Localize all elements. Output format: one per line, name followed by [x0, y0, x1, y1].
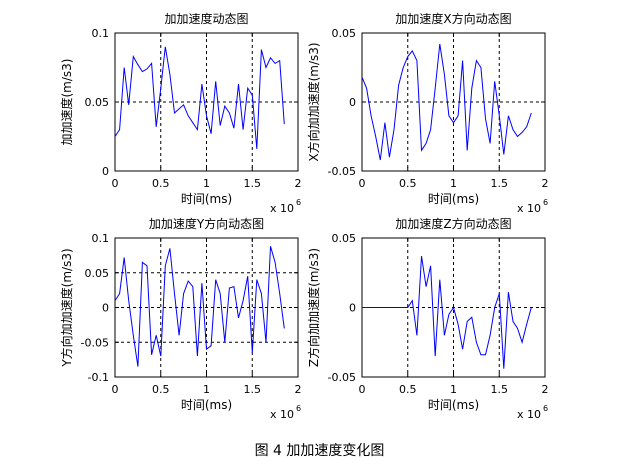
y-tick-label: 0: [102, 165, 109, 178]
y-tick-label: 0.05: [85, 267, 110, 280]
x-tick-label: 0: [112, 177, 119, 190]
series-line: [114, 246, 285, 367]
y-tick-label: 0.1: [92, 27, 110, 40]
y-tick-label: 0.05: [85, 96, 110, 109]
x-axis-label: 时间(ms): [428, 192, 479, 206]
x-tick-label: 1: [203, 383, 210, 396]
chart-title: 加加速度动态图: [164, 11, 248, 26]
x-tick-label: 0.5: [152, 177, 170, 190]
chart-title: 加加速度Z方向动态图: [395, 216, 511, 231]
y-tick-label: 0: [349, 302, 356, 315]
x-tick-label: 0: [359, 383, 366, 396]
figure-caption: 图 4 加加速度变化图: [254, 443, 385, 459]
chart-title: 加加速度Y方向动态图: [149, 216, 264, 231]
y-axis-label: Z方向加加速度(m/s3): [306, 248, 321, 367]
x-tick-label: 0: [112, 383, 119, 396]
y-tick-label: -0.1: [88, 371, 109, 384]
y-axis-label: 加加速度(m/s3): [59, 59, 74, 146]
x-tick-label: 1.5: [244, 383, 262, 396]
series-line: [114, 46, 285, 149]
y-tick-label: -0.05: [328, 165, 356, 178]
y-tick-label: -0.05: [328, 371, 356, 384]
x-tick-label: 1: [450, 177, 457, 190]
x-tick-label: 1: [203, 177, 210, 190]
x-tick-label: 0.5: [399, 177, 417, 190]
x-tick-label: 1.5: [244, 177, 262, 190]
x-tick-label: 1: [450, 383, 457, 396]
x-tick-label: 1.5: [491, 383, 509, 396]
x-tick-label: 2: [542, 383, 549, 396]
x-axis-multiplier-exponent: 6: [543, 198, 548, 207]
x-axis-multiplier-exponent: 6: [296, 404, 301, 413]
y-tick-label: 0.1: [92, 232, 110, 245]
x-axis-label: 时间(ms): [181, 398, 232, 412]
x-tick-label: 2: [295, 383, 302, 396]
y-tick-label: 0.05: [332, 27, 357, 40]
subplot-3: 0 0.5 1 1.5 2 -0.1 -0.05 0 0.05 0.1 加加速度Y方向动态图时间(m…: [59, 216, 302, 421]
series-line: [362, 256, 532, 369]
x-axis-multiplier-exponent: 6: [543, 404, 548, 413]
y-tick-label: 0.05: [332, 232, 357, 245]
x-tick-label: 0.5: [399, 383, 417, 396]
x-axis-multiplier: x 10: [270, 202, 294, 215]
y-tick-label: 0: [349, 96, 356, 109]
chart-title: 加加速度X方向动态图: [395, 11, 511, 26]
x-axis-multiplier: x 10: [517, 408, 541, 421]
x-axis-multiplier: x 10: [517, 202, 541, 215]
x-axis-multiplier-exponent: 6: [296, 198, 301, 207]
y-axis-label: X方向加加速度(m/s3): [306, 42, 321, 161]
x-axis-label: 时间(ms): [428, 398, 479, 412]
x-tick-label: 0.5: [152, 383, 170, 396]
x-tick-label: 2: [295, 177, 302, 190]
x-tick-label: 1.5: [491, 177, 509, 190]
series-line: [361, 43, 532, 161]
x-tick-label: 0: [359, 177, 366, 190]
y-axis-label: Y方向加加速度(m/s3): [59, 248, 74, 367]
y-tick-label: -0.05: [81, 336, 109, 349]
x-axis-multiplier: x 10: [270, 408, 294, 421]
x-axis-label: 时间(ms): [181, 192, 232, 206]
x-tick-label: 2: [542, 177, 549, 190]
y-tick-label: 0: [102, 302, 109, 315]
